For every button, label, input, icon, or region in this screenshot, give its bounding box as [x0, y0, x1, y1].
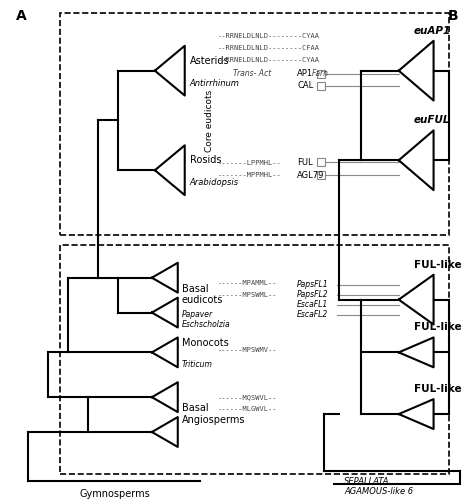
Text: euFUL: euFUL [414, 115, 450, 125]
Text: Farn: Farn [312, 69, 329, 78]
Text: EscaFL1: EscaFL1 [297, 300, 328, 309]
Text: A: A [16, 9, 26, 23]
Text: Arabidopsis: Arabidopsis [190, 178, 239, 187]
Text: -------MPPMHL--: -------MPPMHL-- [218, 172, 282, 178]
Text: FUL-like: FUL-like [414, 260, 461, 270]
Text: SEPALLATA: SEPALLATA [344, 477, 390, 486]
Text: Papaver
Eschscholzia: Papaver Eschscholzia [182, 310, 230, 329]
Text: EscaFL2: EscaFL2 [297, 310, 328, 319]
Text: --RRNELDLNLD--------CYAA: --RRNELDLNLD--------CYAA [218, 57, 319, 63]
Text: ------MPAMML--: ------MPAMML-- [218, 280, 277, 286]
Text: AGAMOUS-like 6: AGAMOUS-like 6 [344, 487, 413, 496]
Text: euAP1: euAP1 [414, 26, 451, 36]
Text: FUL-like: FUL-like [414, 323, 461, 333]
Text: PapsFL1: PapsFL1 [297, 280, 329, 289]
Text: Rosids: Rosids [190, 155, 221, 165]
Bar [317, 70, 325, 78]
Text: B: B [448, 9, 458, 23]
Text: Basal
Angiosperms: Basal Angiosperms [182, 403, 245, 425]
Text: PapsFL2: PapsFL2 [297, 290, 329, 299]
Text: AGL79: AGL79 [297, 171, 325, 180]
Text: -------LPPMHL--: -------LPPMHL-- [218, 160, 282, 166]
Text: Antirrhinum: Antirrhinum [190, 79, 239, 88]
Bar [317, 158, 325, 166]
Text: Basal
eudicots: Basal eudicots [182, 284, 223, 306]
Text: Gymnosperms: Gymnosperms [80, 489, 150, 499]
Bar [60, 245, 448, 474]
Text: CAL: CAL [297, 81, 313, 90]
Text: ------MPSWMV--: ------MPSWMV-- [218, 347, 277, 353]
Bar [317, 82, 325, 90]
Text: Core eudicots: Core eudicots [205, 89, 214, 152]
Text: FUL-like: FUL-like [414, 384, 461, 394]
Text: AP1: AP1 [297, 69, 313, 78]
Text: ------MQSWVL--: ------MQSWVL-- [218, 394, 277, 400]
Bar [60, 13, 448, 235]
Text: ------MPSWML--: ------MPSWML-- [218, 292, 277, 298]
Text: FUL: FUL [297, 158, 313, 167]
Text: Triticum: Triticum [182, 360, 213, 369]
Text: --RRNELDLNLD--------CYAA: --RRNELDLNLD--------CYAA [218, 33, 319, 39]
Text: Trans- Act: Trans- Act [233, 69, 271, 78]
Text: ------MLGWVL--: ------MLGWVL-- [218, 406, 277, 412]
Text: Asterids: Asterids [190, 56, 229, 66]
Text: --RRNELDLNLD--------CFAA: --RRNELDLNLD--------CFAA [218, 45, 319, 51]
Bar [317, 171, 325, 179]
Text: Monocots: Monocots [182, 338, 228, 348]
